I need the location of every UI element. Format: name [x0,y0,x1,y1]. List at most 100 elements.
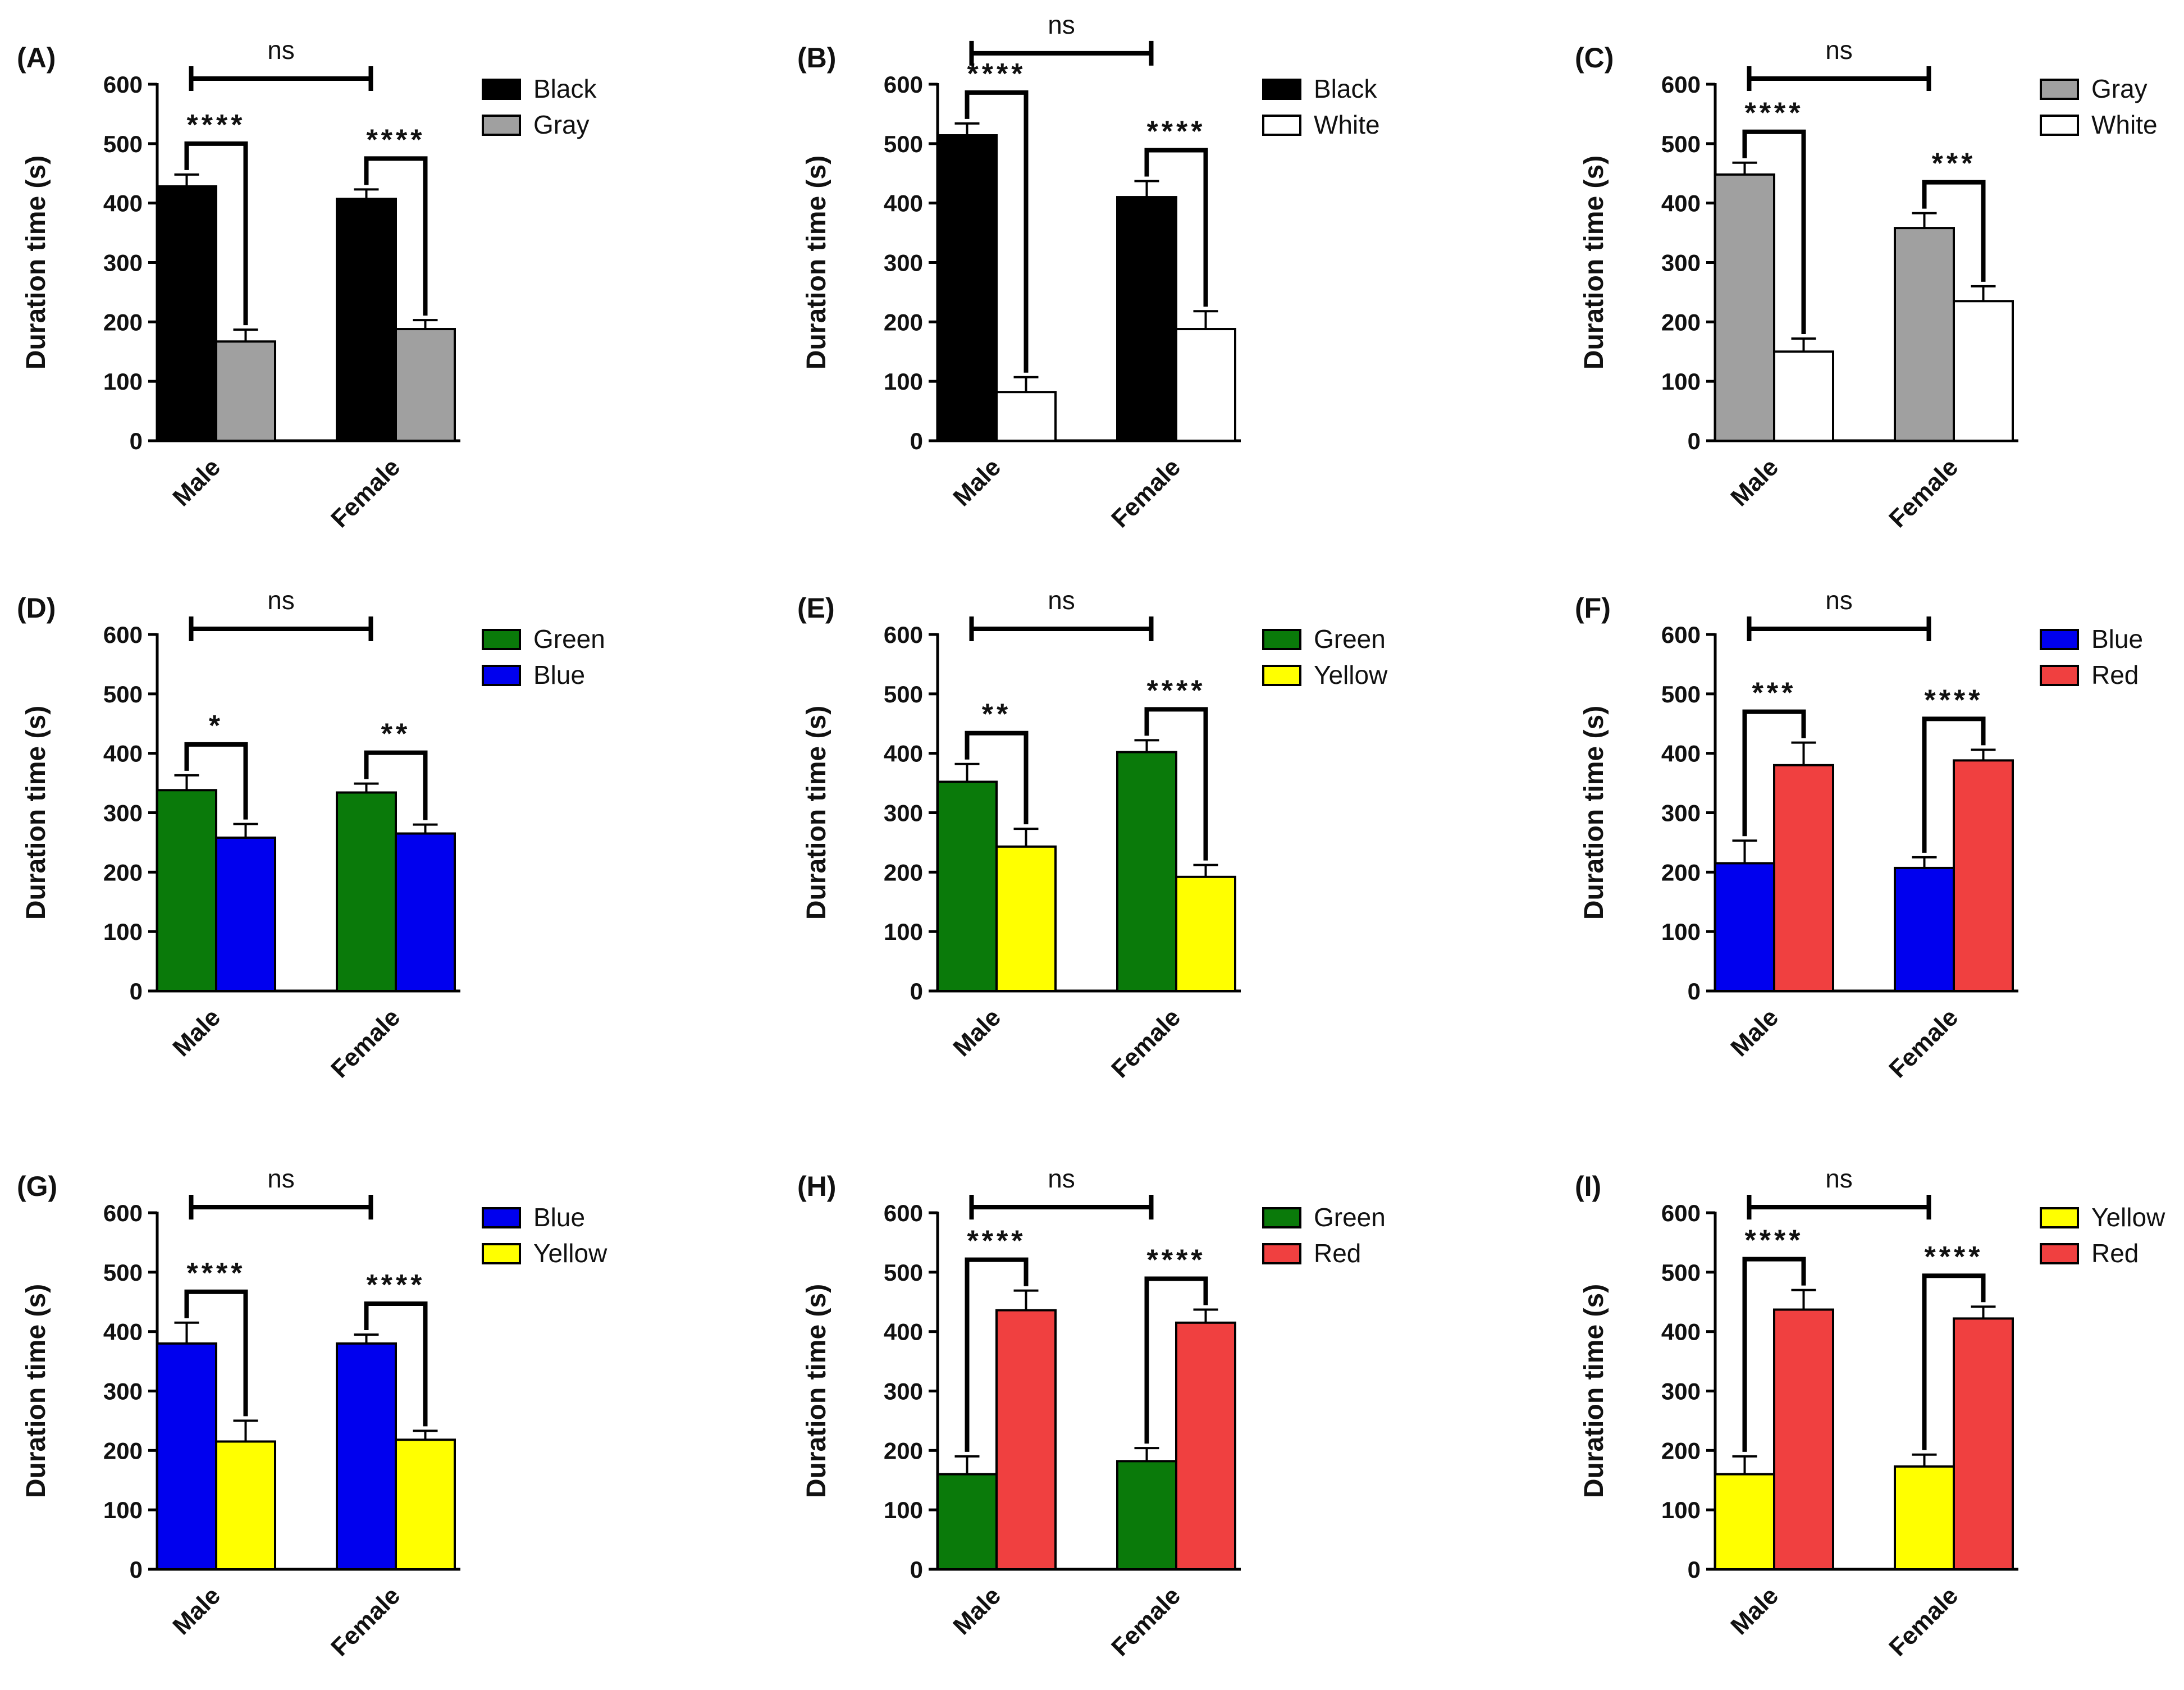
chart-panel-d: (D) Duration time (s) 0 100 200 300 400 500 600 M… [17,586,605,1083]
legend-label: Yellow [1314,660,1388,689]
y-tick-label: 200 [1661,1437,1701,1464]
y-tick-label: 500 [1661,1259,1701,1286]
y-tick-label: 600 [884,1200,923,1226]
y-tick-label: 200 [103,859,143,885]
significance-label: **** [367,124,426,156]
y-tick-label: 300 [1661,800,1701,826]
legend-swatch-black [482,79,521,100]
y-tick-label: 0 [910,428,923,454]
y-axis-label: Duration time (s) [1579,156,1609,369]
y-tick-label: 300 [103,800,143,826]
bar-blue-male [1714,862,1775,992]
legend-swatch-white [1262,115,1301,136]
x-category-label: Female [1106,1582,1186,1661]
x-category-label: Female [326,453,405,533]
y-tick-label: 500 [884,131,923,157]
bar-red-male [1773,1308,1834,1570]
ns-label: ns [1048,1164,1075,1193]
bar-green-female [336,791,397,992]
significance-label: **** [187,1257,246,1290]
bar-black-female [336,198,397,442]
bar-yellow-female [1894,1465,1955,1570]
panel-label: (I) [1575,1171,1601,1202]
y-tick-label: 0 [910,1556,923,1583]
bar-blue-female [395,832,456,992]
x-category-label: Female [1884,1582,1963,1661]
bar-gray-male [215,340,276,442]
significance-bracket [364,1301,428,1427]
panel-label: (H) [797,1171,836,1202]
significance-bracket [1144,148,1208,307]
bar-red-female [1175,1321,1236,1570]
panel-label: (C) [1575,42,1614,74]
bar-red-female [1953,1317,2014,1570]
y-axis-label: Duration time (s) [21,706,51,920]
y-tick-label: 300 [884,800,923,826]
panel-label: (B) [797,42,836,74]
legend-swatch-gray [2040,79,2079,100]
legend-label: Red [2091,660,2139,689]
bar-yellow-male [215,1440,276,1570]
significance-label: **** [1147,1244,1206,1277]
legend-label: Black [1314,74,1377,103]
bar-blue-male [215,836,276,992]
significance-label: * [209,710,223,742]
bar-red-female [1953,759,2014,992]
legend-label: Green [1314,624,1386,654]
chart-panel-c: (C) Duration time (s) 0 100 200 300 400 500 600 M… [1575,35,2158,533]
bar-green-male [936,1473,998,1571]
y-axis-label: Duration time (s) [802,156,831,369]
significance-label: ** [381,718,410,751]
y-tick-label: 600 [884,71,923,98]
significance-bracket [364,750,428,820]
legend-label: Blue [533,1203,585,1232]
chart-panel-e: (E) Duration time (s) 0 100 200 300 400 500 600 M… [797,586,1388,1083]
legend-label: White [1314,110,1380,139]
bar-white-female [1953,300,2014,442]
significance-bracket [184,742,248,820]
legend-swatch-yellow [2040,1207,2079,1228]
significance-label: *** [1752,677,1797,710]
y-tick-label: 400 [884,1319,923,1345]
x-category-label: Male [1725,453,1784,511]
legend-label: Green [1314,1203,1386,1232]
y-tick-label: 0 [1688,428,1701,454]
legend-label: Blue [2091,624,2143,654]
significance-label: *** [1932,148,1976,180]
legend-swatch-red [1262,1243,1301,1264]
x-category-label: Male [167,1003,226,1062]
y-axis-label: Duration time (s) [802,1284,831,1498]
bar-black-female [1116,196,1177,442]
chart-panel-h: (H) Duration time (s) 0 100 200 300 400 500 600 M… [797,1164,1386,1661]
significance-label: **** [967,58,1026,90]
legend-label: Gray [533,110,590,139]
x-category-label: Male [1725,1582,1784,1640]
y-axis-label: Duration time (s) [1579,1284,1609,1498]
y-axis-label: Duration time (s) [21,1284,51,1498]
bar-white-male [995,391,1057,442]
legend-label: White [2091,110,2158,139]
legend-label: Black [533,74,597,103]
y-axis-label: Duration time (s) [802,706,831,920]
y-tick-label: 0 [910,978,923,1004]
panel-label: (A) [17,42,56,74]
y-tick-label: 300 [884,1378,923,1405]
legend-swatch-blue [482,1207,521,1228]
bar-blue-female [336,1342,397,1570]
panel-label: (D) [17,592,56,624]
ns-label: ns [1048,586,1075,615]
y-tick-label: 200 [1661,859,1701,885]
significance-bracket [965,730,1029,825]
y-tick-label: 600 [1661,1200,1701,1226]
ns-label: ns [1048,10,1075,39]
significance-bracket [1144,1276,1208,1444]
significance-label: **** [1925,1241,1984,1273]
y-tick-label: 500 [1661,681,1701,707]
bar-blue-male [156,1342,217,1570]
ns-label: ns [267,35,295,65]
bar-green-female [1116,1460,1177,1571]
y-tick-label: 100 [1661,919,1701,945]
y-tick-label: 400 [103,741,143,767]
chart-panel-f: (F) Duration time (s) 0 100 200 300 400 500 600 M… [1575,586,2143,1083]
y-tick-label: 200 [103,309,143,335]
